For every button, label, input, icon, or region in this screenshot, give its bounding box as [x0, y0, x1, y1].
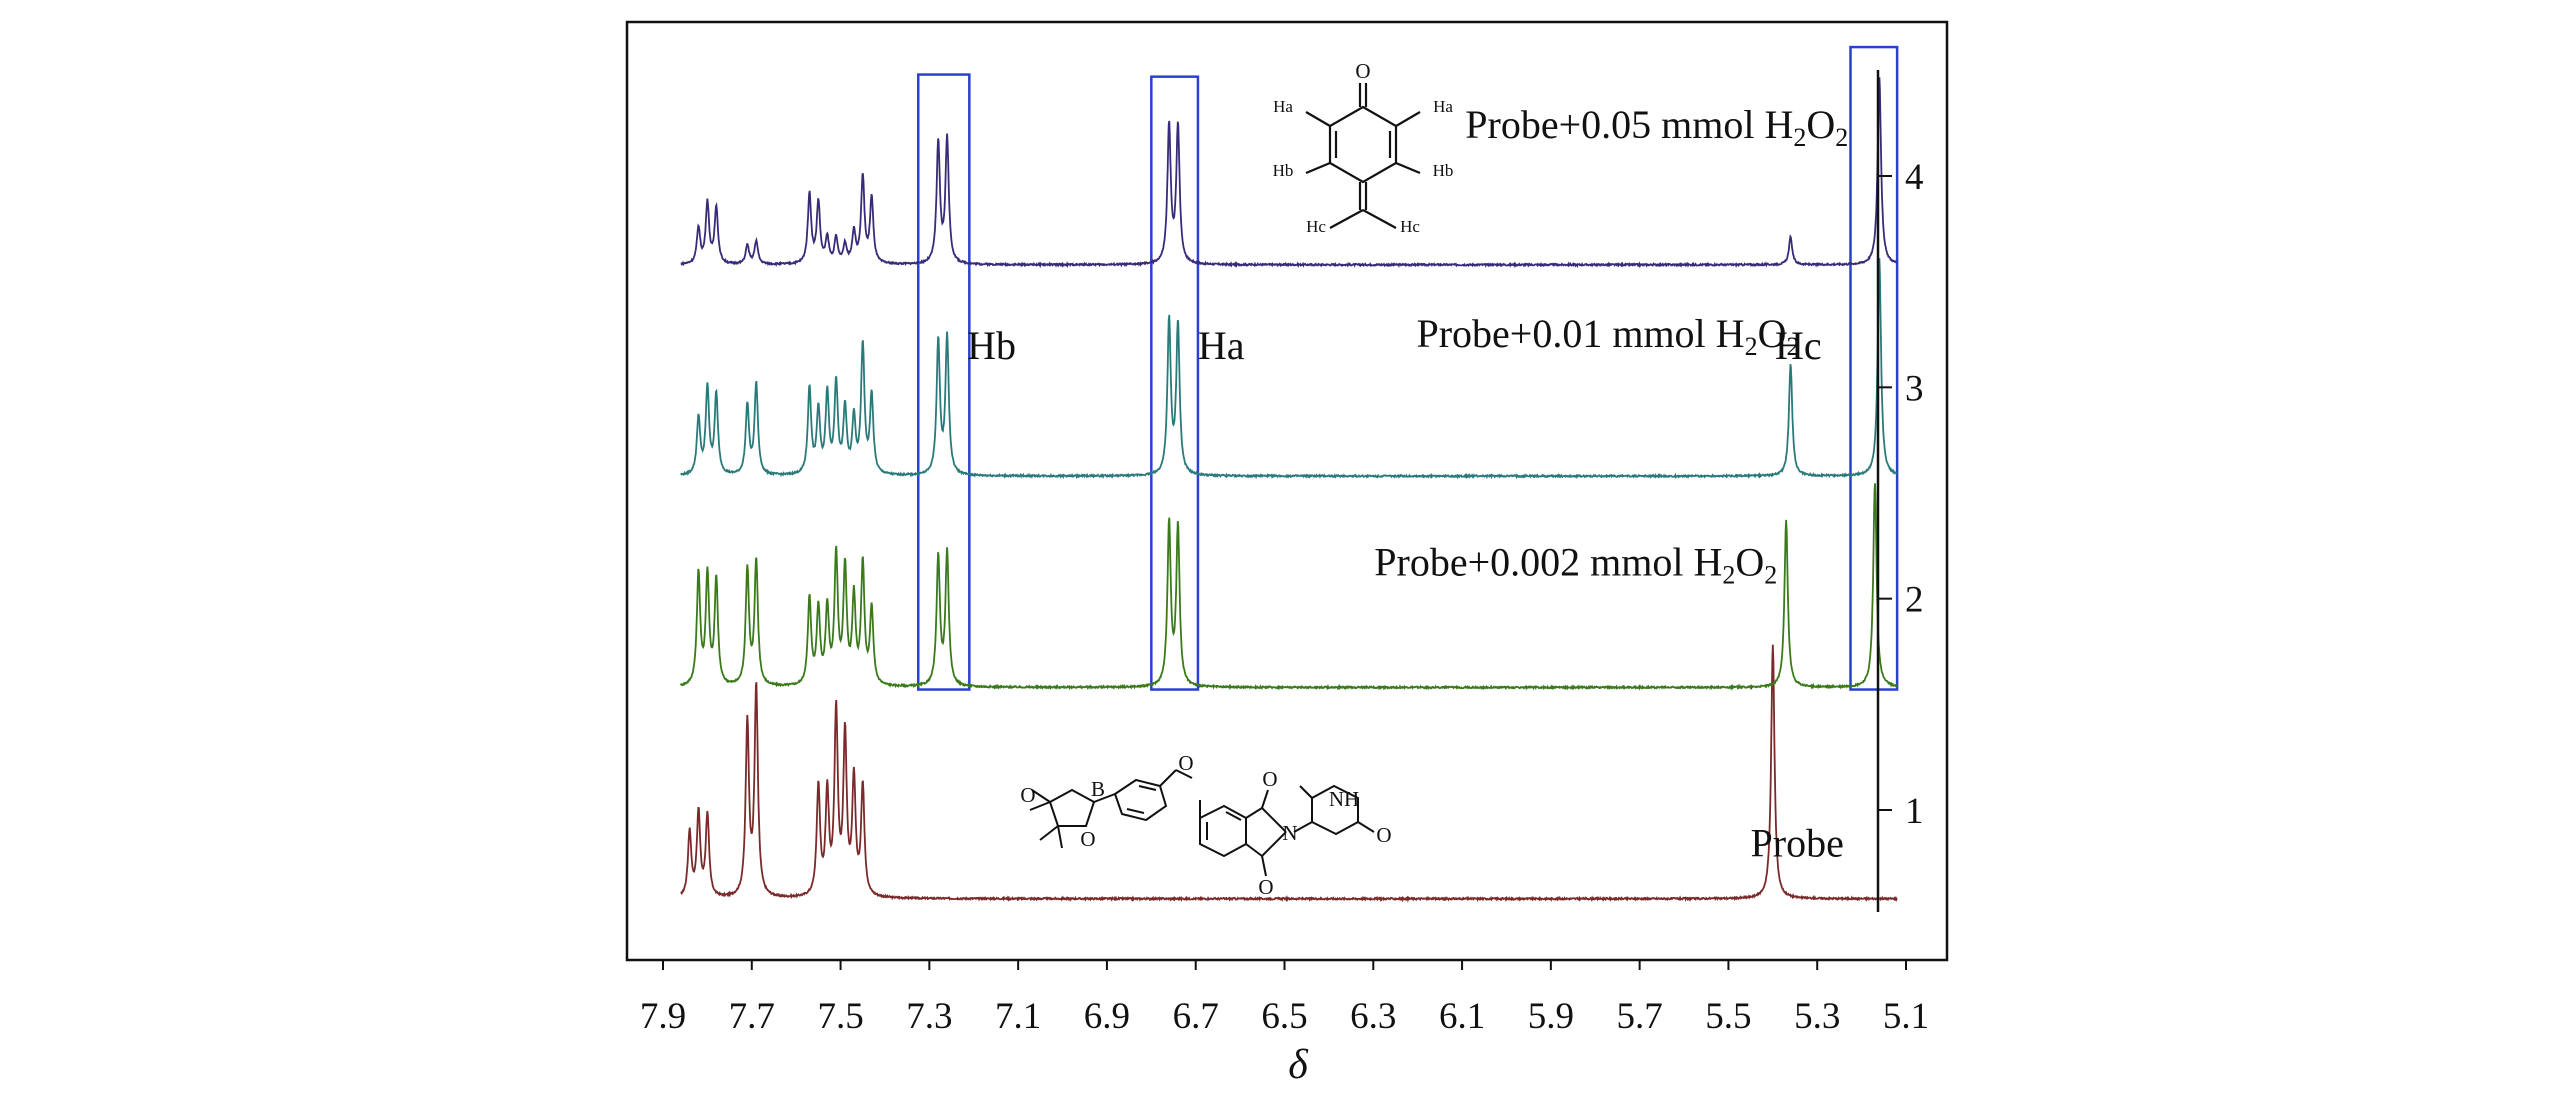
spectrum-2 — [679, 483, 1898, 692]
svg-text:Hc: Hc — [1306, 217, 1326, 236]
spectrum-1 — [680, 644, 1898, 903]
svg-text:Hb: Hb — [1273, 161, 1294, 180]
series-label-1: Probe — [1751, 820, 1844, 865]
svg-text:O: O — [1258, 875, 1273, 899]
x-tick-label-4: 7.3 — [906, 996, 952, 1037]
svg-text:O: O — [1020, 783, 1035, 807]
right-y-axis: 1 2 3 4 — [1876, 70, 1924, 912]
x-tick-label-7: 6.7 — [1173, 996, 1219, 1037]
x-tick-label-15: 5.1 — [1883, 996, 1929, 1037]
svg-text:O: O — [1080, 827, 1095, 851]
probe-structure — [1029, 769, 1375, 877]
svg-text:Ha: Ha — [1433, 97, 1453, 116]
svg-text:O: O — [1178, 751, 1193, 775]
svg-text:Ha: Ha — [1273, 97, 1293, 116]
y-tick-label-3: 3 — [1905, 368, 1924, 409]
x-tick-label-14: 5.3 — [1794, 996, 1840, 1037]
x-tick-label-11: 5.9 — [1528, 996, 1574, 1037]
svg-text:O: O — [1376, 823, 1391, 847]
x-tick-label-8: 6.5 — [1261, 996, 1307, 1037]
highlight-box-1 — [917, 73, 971, 691]
quinone-methide-structure — [1305, 83, 1421, 229]
svg-text:O: O — [1355, 59, 1370, 83]
x-tick-label-2: 7.7 — [729, 996, 775, 1037]
highlight-box-2 — [1150, 75, 1200, 691]
highlight-boxes — [917, 45, 1899, 691]
svg-text:Hb: Hb — [1433, 161, 1454, 180]
plot-frame — [625, 20, 1949, 962]
x-tick-label-5: 7.1 — [995, 996, 1041, 1037]
svg-text:B: B — [1091, 777, 1105, 801]
y-tick-label-4: 4 — [1905, 157, 1924, 198]
y-tick-label-1: 1 — [1905, 791, 1924, 832]
svg-text:Hc: Hc — [1400, 217, 1420, 236]
series-label-2: Probe+0.002 mmol H2O2 — [1374, 539, 1777, 589]
spectrum-4 — [680, 77, 1898, 269]
svg-text:N: N — [1282, 821, 1297, 845]
x-tick-label-6: 6.9 — [1084, 996, 1130, 1037]
peak-label-hb: Hb — [967, 323, 1016, 368]
x-tick-label-10: 6.1 — [1439, 996, 1485, 1037]
series-label-4: Probe+0.05 mmol H2O2 — [1465, 102, 1848, 152]
peak-label-ha: Ha — [1198, 323, 1245, 368]
highlight-box-3 — [1849, 45, 1899, 691]
y-tick-label-2: 2 — [1905, 580, 1924, 621]
x-axis-title: δ — [1288, 1042, 1309, 1088]
x-tick-label-13: 5.5 — [1705, 996, 1751, 1037]
x-tick-label-3: 7.5 — [817, 996, 863, 1037]
svg-text:O: O — [1262, 767, 1277, 791]
x-tick-label-12: 5.7 — [1617, 996, 1663, 1037]
labels: Probe Probe+0.002 mmol H2O2 Probe+0.01 mmo… — [967, 102, 1848, 866]
x-tick-label-1: 7.9 — [640, 996, 686, 1037]
spectrum-3 — [680, 258, 1898, 480]
svg-text:NH: NH — [1329, 787, 1359, 811]
peak-label-hc: Hc — [1775, 323, 1822, 368]
spectra — [679, 77, 1898, 903]
x-axis: 7.9 7.7 7.5 7.3 7.1 6.9 6.7 6.5 6.3 6.1 5.9 5.7 5.5 5… — [640, 960, 1929, 1037]
probe-atoms: O B O O O N O NH O — [1020, 751, 1391, 899]
series-label-3: Probe+0.01 mmol H2O2 — [1416, 311, 1799, 361]
quinone-methide-atoms: O Ha Ha Hb Hb Hc Hc — [1273, 59, 1454, 236]
x-tick-label-9: 6.3 — [1350, 996, 1396, 1037]
